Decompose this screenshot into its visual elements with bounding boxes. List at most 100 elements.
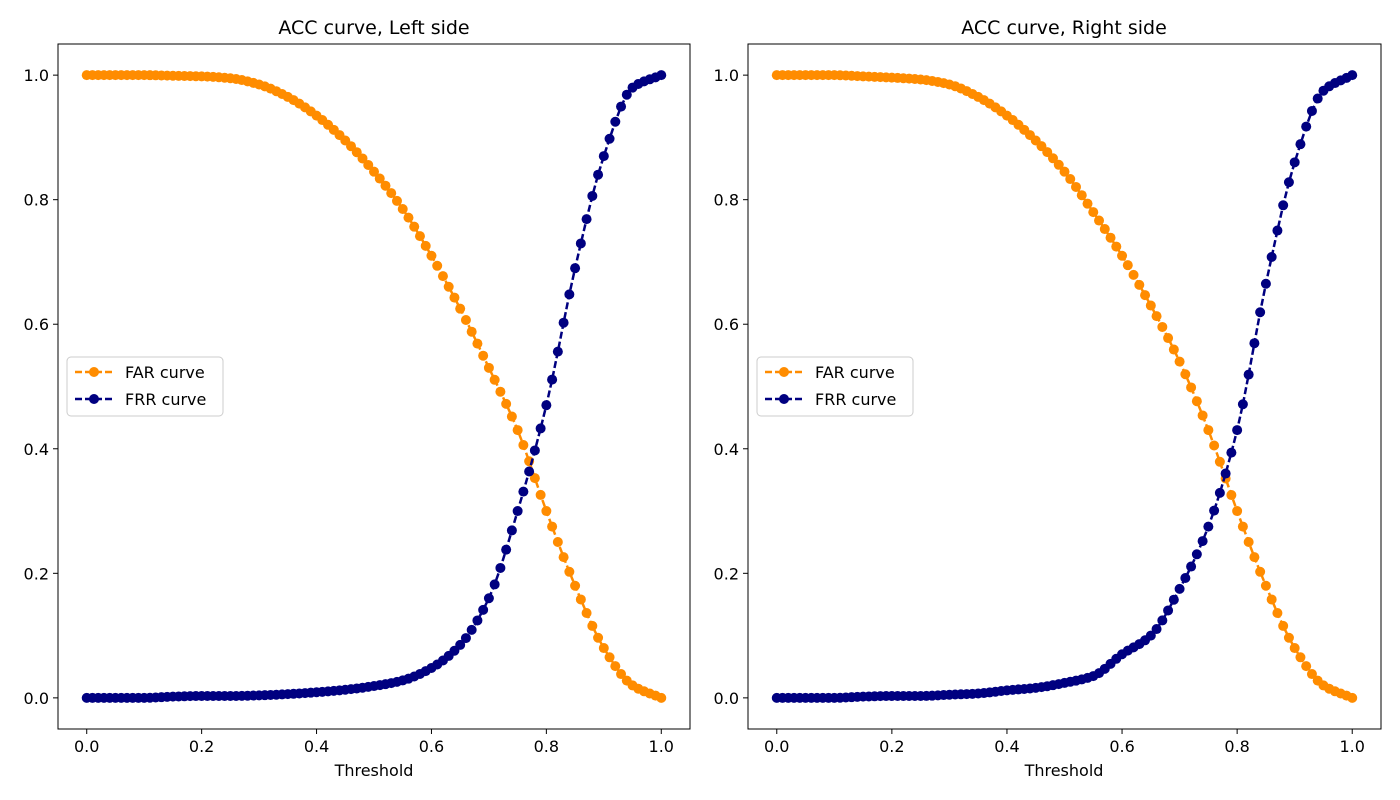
far-point [1191, 396, 1202, 407]
frr-point [1237, 399, 1248, 410]
far-point [1065, 174, 1076, 185]
far-point [656, 692, 667, 703]
far-point [1283, 632, 1294, 643]
frr-point [1180, 573, 1191, 583]
frr-point [1220, 468, 1231, 479]
y-tick-label: 0.8 [714, 191, 739, 210]
far-point [1255, 566, 1266, 577]
far-point [472, 338, 483, 349]
far-point [587, 620, 598, 631]
frr-point [570, 263, 581, 274]
far-point [460, 315, 471, 326]
far-point [541, 506, 552, 517]
legend-frr-label-left: FRR curve [125, 390, 206, 409]
far-point [558, 552, 569, 563]
x-tick-label: 0.2 [189, 737, 214, 756]
far-point [1145, 300, 1156, 311]
frr-point [564, 289, 575, 300]
far-point [432, 260, 443, 271]
far-point [1237, 521, 1248, 532]
far-point [552, 537, 563, 548]
legend-frr-label-right: FRR curve [815, 390, 896, 409]
far-point [374, 173, 385, 184]
frr-point [621, 89, 632, 100]
far-point [1053, 159, 1064, 170]
far-point [397, 204, 408, 215]
far-point [1174, 356, 1185, 367]
far-point [443, 281, 454, 292]
far-point [575, 594, 586, 605]
far-point [483, 362, 494, 373]
frr-point [1163, 605, 1174, 616]
axis-ticks-right: 0.0 0.2 0.4 0.6 0.8 1.0 0.0 0.2 0.4 0.6 0.8 1.0 [714, 66, 1365, 756]
frr-point [1347, 70, 1358, 81]
frr-point [1243, 369, 1254, 380]
far-point [1088, 207, 1099, 218]
frr-point [1151, 624, 1162, 635]
frr-point [1272, 225, 1283, 236]
far-point [1260, 580, 1271, 591]
far-point [1272, 607, 1283, 618]
far-point [598, 643, 609, 654]
frr-point [587, 190, 598, 201]
chart-title-right: ACC curve, Right side [961, 17, 1167, 39]
far-point [380, 180, 391, 191]
frr-point [1232, 425, 1243, 436]
far-point [1209, 440, 1220, 451]
chart-title-left: ACC curve, Left side [278, 17, 469, 39]
far-point [1306, 669, 1317, 680]
x-tick-label: 0.6 [419, 737, 444, 756]
frr-point [529, 445, 540, 456]
far-point [1232, 506, 1243, 517]
far-point [489, 374, 500, 385]
far-point [1180, 369, 1191, 380]
frr-point [593, 169, 604, 180]
far-point [1122, 260, 1133, 271]
frr-point [472, 615, 483, 626]
frr-point [535, 423, 546, 434]
frr-point [1168, 594, 1179, 605]
x-tick-label: 1.0 [1340, 737, 1365, 756]
frr-point [1209, 505, 1220, 516]
far-point [369, 166, 379, 177]
x-tick-label: 0.6 [1109, 737, 1134, 756]
x-tick-label: 1.0 [649, 737, 674, 756]
legend-frr-marker-right [779, 394, 789, 404]
far-point [495, 386, 506, 397]
far-point [518, 440, 529, 451]
far-point [1082, 198, 1093, 209]
far-point [357, 153, 368, 164]
far-point [1186, 382, 1197, 393]
far-point [414, 231, 425, 242]
frr-point [1266, 252, 1277, 263]
frr-point [1289, 157, 1300, 168]
far-point [610, 661, 621, 672]
far-point [1134, 279, 1145, 290]
legend-far-label-right: FAR curve [815, 363, 895, 382]
frr-point [1301, 121, 1312, 132]
far-point [426, 250, 437, 261]
frr-point [483, 593, 494, 604]
far-point [1289, 643, 1300, 654]
frr-point [558, 317, 569, 328]
frr-point [512, 506, 523, 517]
x-axis-label-right: Threshold [1024, 761, 1104, 780]
frr-point [1174, 583, 1185, 594]
far-point [1059, 166, 1070, 177]
y-tick-label: 0.6 [24, 315, 49, 334]
far-point [564, 566, 575, 577]
y-tick-label: 0.2 [714, 564, 739, 583]
frr-point [1312, 93, 1323, 104]
y-tick-label: 0.2 [24, 564, 49, 583]
x-tick-label: 0.2 [879, 737, 904, 756]
legend-far-marker-left [89, 367, 99, 377]
far-point [1243, 537, 1254, 548]
far-point [581, 607, 592, 618]
frr-point [1278, 200, 1289, 211]
frr-point [1295, 139, 1306, 150]
far-point [1047, 153, 1058, 164]
frr-point [552, 346, 563, 357]
legend-right: FAR curve FRR curve [756, 356, 914, 417]
far-point [391, 195, 402, 206]
